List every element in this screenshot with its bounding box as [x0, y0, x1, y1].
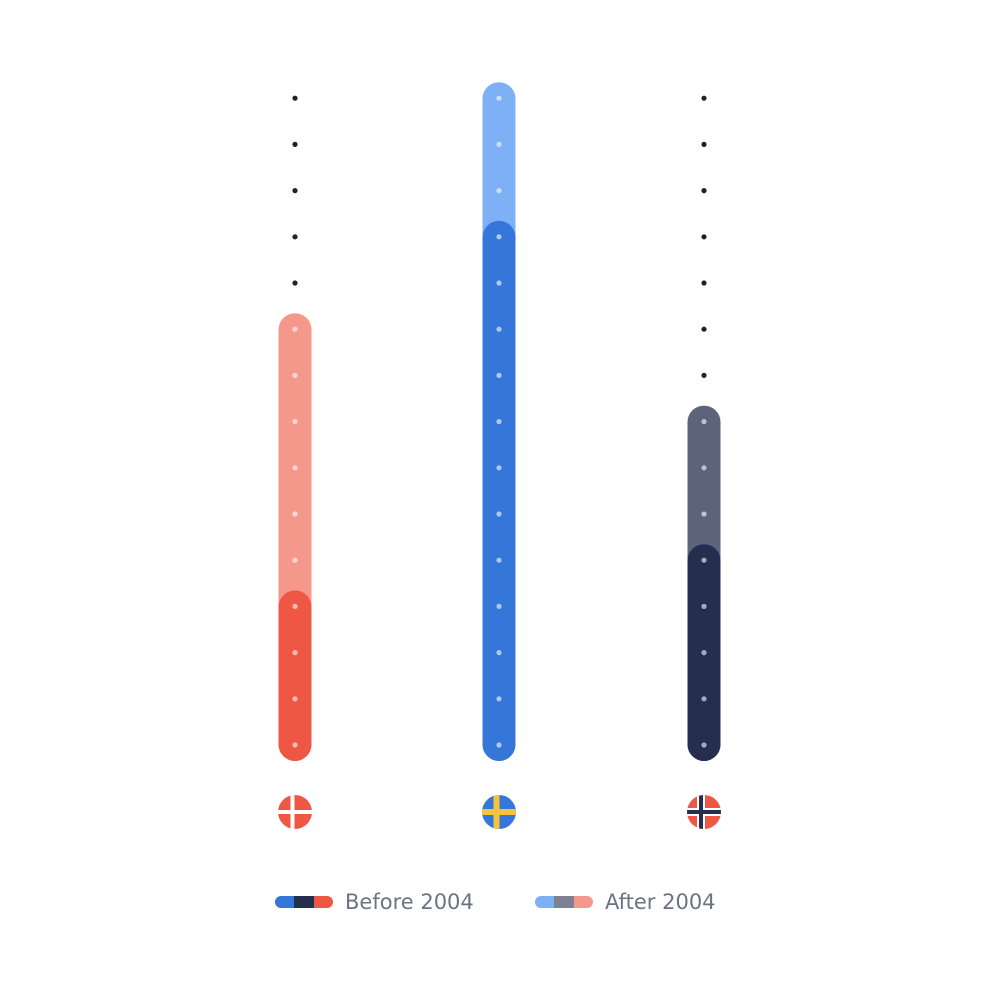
unit-dot-filled-sweden — [496, 742, 502, 748]
unit-dot-empty-denmark — [292, 234, 298, 240]
unit-dot-filled-denmark — [292, 557, 298, 563]
legend-before-color-2 — [294, 896, 314, 908]
unit-dot-filled-sweden — [496, 511, 502, 517]
unit-dot-filled-sweden — [496, 141, 502, 147]
unit-dot-filled-sweden — [496, 95, 502, 101]
unit-dot-empty-norway — [701, 234, 707, 240]
legend-before: Before 2004 — [275, 890, 474, 914]
unit-dot-empty-norway — [701, 280, 707, 286]
unit-dot-empty-norway — [701, 326, 707, 332]
unit-dot-filled-denmark — [292, 326, 298, 332]
unit-dot-filled-norway — [701, 465, 707, 471]
unit-dot-filled-sweden — [496, 603, 502, 610]
unit-dot-empty-norway — [701, 95, 707, 101]
unit-dot-empty-norway — [701, 141, 707, 147]
legend-before-color-3 — [313, 896, 333, 908]
norway-flag-icon — [687, 795, 721, 829]
unit-dot-filled-denmark — [292, 742, 298, 748]
unit-dot-empty-denmark — [292, 141, 298, 147]
legend-after: After 2004 — [535, 890, 716, 914]
unit-dot-filled-sweden — [496, 557, 502, 563]
bar-before-2004-denmark — [278, 590, 312, 761]
unit-dot-filled-denmark — [292, 419, 298, 425]
unit-dot-empty-norway — [701, 188, 707, 194]
legend-after-color-2 — [554, 896, 574, 908]
unit-dot-filled-norway — [701, 650, 707, 656]
bar-before-2004-sweden — [482, 220, 516, 762]
unit-dot-filled-denmark — [292, 372, 298, 378]
legend-before-swatch — [275, 896, 333, 908]
flag-cross-horizontal — [482, 809, 516, 815]
unit-dot-filled-sweden — [496, 465, 502, 471]
legend-before-color-1 — [275, 896, 295, 908]
unit-dot-filled-sweden — [496, 372, 502, 378]
unit-dot-filled-denmark — [292, 650, 298, 656]
unit-dot-filled-norway — [701, 696, 707, 702]
legend-after-swatch — [535, 896, 593, 908]
unit-dot-filled-norway — [701, 511, 707, 517]
legend-after-color-1 — [535, 896, 555, 908]
unit-dot-empty-denmark — [292, 95, 298, 101]
denmark-flag-icon — [278, 795, 312, 829]
flag-cross-inner-horizontal — [687, 810, 721, 814]
sweden-flag-icon — [482, 795, 516, 829]
unit-dot-filled-denmark — [292, 465, 298, 471]
unit-dot-filled-norway — [701, 419, 707, 425]
unit-dot-filled-denmark — [292, 696, 298, 702]
unit-dot-filled-norway — [701, 557, 707, 563]
unit-dot-filled-sweden — [496, 188, 502, 194]
unit-dot-filled-sweden — [496, 234, 502, 240]
unit-dot-empty-denmark — [292, 280, 298, 286]
unit-dot-filled-norway — [701, 742, 707, 748]
unit-dot-filled-denmark — [292, 511, 298, 517]
unit-dot-filled-norway — [701, 603, 707, 610]
legend-after-label: After 2004 — [605, 890, 716, 914]
unit-dot-filled-sweden — [496, 696, 502, 702]
unit-dot-filled-sweden — [496, 419, 502, 425]
unit-dot-empty-norway — [701, 372, 707, 378]
unit-dot-filled-sweden — [496, 280, 502, 286]
unit-dot-filled-sweden — [496, 326, 502, 332]
legend-after-color-3 — [573, 896, 593, 908]
unit-dot-filled-denmark — [292, 603, 298, 610]
unit-dot-filled-sweden — [496, 650, 502, 656]
flag-cross-horizontal — [278, 810, 312, 814]
legend-before-label: Before 2004 — [345, 890, 474, 914]
unit-dot-empty-denmark — [292, 188, 298, 194]
